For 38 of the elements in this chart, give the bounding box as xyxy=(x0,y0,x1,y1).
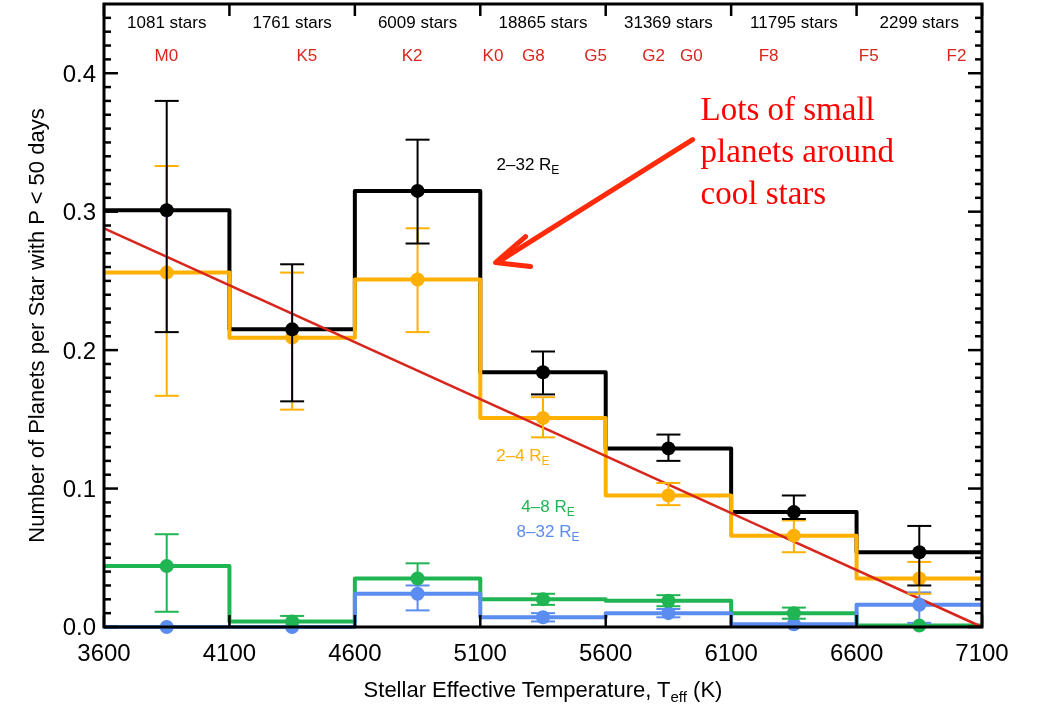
annotation: K2 xyxy=(401,46,423,65)
text: 8–32 R$_{E}$ xyxy=(516,522,580,544)
annotation: K0 xyxy=(482,46,504,65)
annotation: G5 xyxy=(584,46,608,65)
x-tick-label: 7100 xyxy=(955,639,1009,666)
annotation: F5 xyxy=(858,46,879,65)
y-tick-label: 0.1 xyxy=(62,474,96,502)
x-tick-label: 4100 xyxy=(202,639,257,666)
series-label: 2–4 R$_{E}$ xyxy=(496,445,550,468)
x-tick-label: 5600 xyxy=(579,639,633,666)
x-tick-label: 6600 xyxy=(829,639,884,666)
annotation: 1761 stars xyxy=(252,13,332,32)
annotation: M0 xyxy=(154,46,179,65)
annotation: 6009 stars xyxy=(377,13,458,32)
annotation: 31369 stars xyxy=(624,13,713,32)
x-tick-label: 3600 xyxy=(77,639,131,666)
annotation: G0 xyxy=(680,46,703,65)
y-tick-label: 0.3 xyxy=(62,198,96,226)
annotation: G8 xyxy=(522,46,545,65)
x-axis-title: Stellar Effective Temperature, T$_{eff}$ (K) xyxy=(363,677,723,705)
annotation: F8 xyxy=(758,46,779,65)
y-tick-label: 0.4 xyxy=(62,59,96,87)
y-tick-label: 0.0 xyxy=(62,613,96,641)
y-tick-label: 0.2 xyxy=(62,336,96,364)
x-tick-label: 4600 xyxy=(328,639,382,666)
x-tick-label: 5100 xyxy=(453,639,507,666)
annotation: 11795 stars xyxy=(750,13,838,32)
y-axis-title: Number of Planets per Star with P < 50 days xyxy=(24,108,49,543)
annotation: 18865 stars xyxy=(498,13,588,32)
annotation: 2299 stars xyxy=(879,13,959,32)
x-tick-label: 6100 xyxy=(704,639,758,666)
text: 4–8 R$_{E}$ xyxy=(521,497,575,519)
annotation: K5 xyxy=(296,46,318,65)
annotation: 1081 stars xyxy=(127,13,207,32)
annotation: F2 xyxy=(946,46,967,65)
annotation: G2 xyxy=(642,46,665,65)
series-label: 2–32 R$_{E}$ xyxy=(496,155,560,177)
annotation: Lots of small planets around cool stars xyxy=(700,90,895,211)
